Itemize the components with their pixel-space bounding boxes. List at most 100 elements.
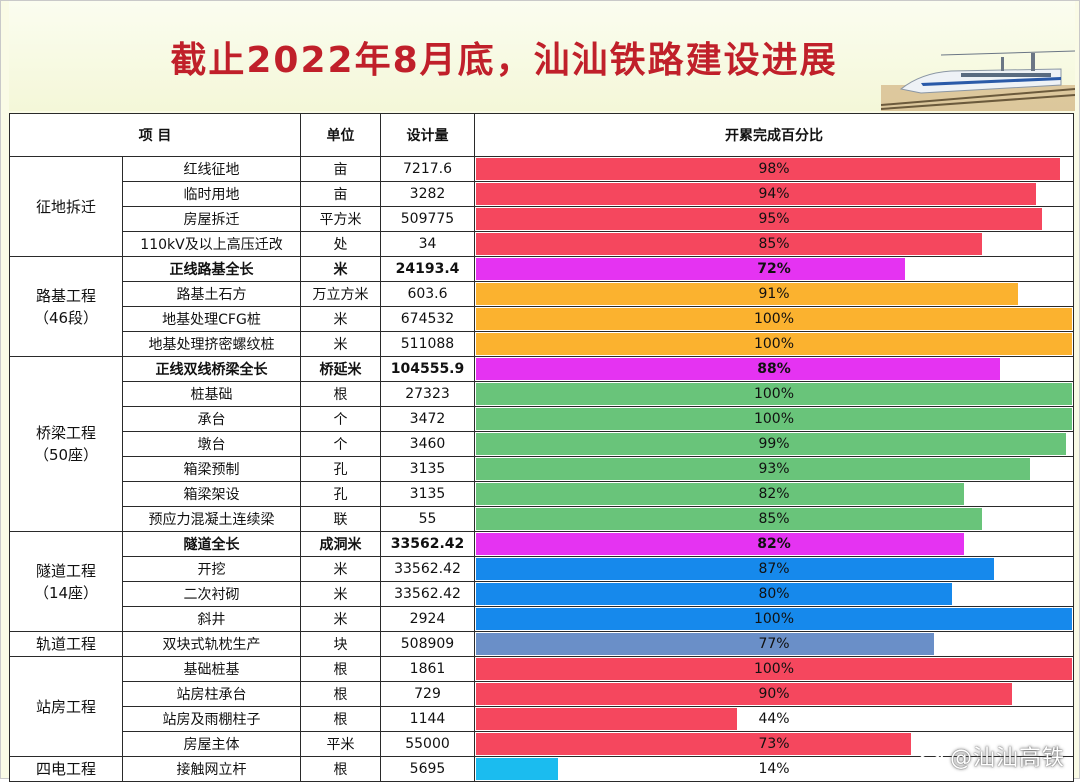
group-label: 隧道工程 （14座） xyxy=(9,531,123,632)
progress-bar xyxy=(476,458,1031,480)
item-cell: 接触网立杆 xyxy=(122,756,301,782)
percent-label: 93% xyxy=(758,460,790,477)
table-row: 房屋主体 平米 55000 73% xyxy=(10,731,1074,757)
unit-cell: 万立方米 xyxy=(300,281,381,307)
progress-bar xyxy=(476,483,965,505)
table-row: 地基处理挤密螺纹桩米 511088 100% xyxy=(10,331,1074,357)
train-illustration xyxy=(881,50,1075,111)
unit-cell: 联 xyxy=(300,506,381,532)
percent-label: 14% xyxy=(758,760,790,777)
design-cell: 7217.6 xyxy=(380,156,475,182)
unit-cell: 平米 xyxy=(300,731,381,757)
percent-label: 77% xyxy=(758,635,790,652)
percent-cell: 88% xyxy=(474,356,1074,382)
progress-bar xyxy=(476,758,558,780)
percent-label: 94% xyxy=(758,185,790,202)
percent-label: 87% xyxy=(758,560,790,577)
design-cell: 674532 xyxy=(380,306,475,332)
design-cell: 55000 xyxy=(380,731,475,757)
percent-cell: 100% xyxy=(474,306,1074,332)
group-label: 站房工程 xyxy=(9,656,123,757)
percent-cell: 93% xyxy=(474,456,1074,482)
percent-label: 95% xyxy=(758,210,790,227)
design-cell: 104555.9 xyxy=(380,356,475,382)
item-cell: 开挖 xyxy=(122,556,301,582)
table-header-row: 项 目 单位 设计量 开累完成百分比 xyxy=(9,113,1074,157)
table-row: 承台个 3472 100% xyxy=(10,406,1074,432)
design-cell: 24193.4 xyxy=(380,256,475,282)
progress-bar xyxy=(476,183,1037,205)
design-cell: 27323 xyxy=(380,381,475,407)
table-row: 墩台个 3460 99% xyxy=(10,431,1074,457)
design-cell: 511088 xyxy=(380,331,475,357)
item-cell: 二次衬砌 xyxy=(122,581,301,607)
unit-cell: 平方米 xyxy=(300,206,381,232)
item-cell: 站房及雨棚柱子 xyxy=(122,706,301,732)
progress-bar xyxy=(476,208,1043,230)
table-row: 桩基础根 27323 100% xyxy=(10,381,1074,407)
percent-cell: 94% xyxy=(474,181,1074,207)
design-cell: 3282 xyxy=(380,181,475,207)
percent-label: 44% xyxy=(758,710,790,727)
item-cell: 斜井 xyxy=(122,606,301,632)
item-cell: 正线路基全长 xyxy=(122,256,301,282)
item-cell: 预应力混凝土连续梁 xyxy=(122,506,301,532)
unit-cell: 根 xyxy=(300,381,381,407)
item-cell: 临时用地 xyxy=(122,181,301,207)
design-cell: 3135 xyxy=(380,481,475,507)
table-row: 站房及雨棚柱子根 1144 44% xyxy=(10,706,1074,732)
design-cell: 729 xyxy=(380,681,475,707)
table-row: 110kV及以上高压迁改处 34 85% xyxy=(10,231,1074,257)
percent-label: 73% xyxy=(758,735,790,752)
progress-bar xyxy=(476,158,1061,180)
design-cell: 508909 xyxy=(380,631,475,657)
table-row: 箱梁架设孔 3135 82% xyxy=(10,481,1074,507)
unit-cell: 桥延米 xyxy=(300,356,381,382)
percent-label: 80% xyxy=(758,585,790,602)
progress-bar xyxy=(476,258,905,280)
design-cell: 33562.42 xyxy=(380,581,475,607)
percent-cell: 100% xyxy=(474,406,1074,432)
item-cell: 桩基础 xyxy=(122,381,301,407)
table-row: 征地拆迁 红线征地亩 7217.6 98% xyxy=(9,156,1074,257)
design-cell: 34 xyxy=(380,231,475,257)
percent-cell: 95% xyxy=(474,206,1074,232)
percent-cell: 99% xyxy=(474,431,1074,457)
percent-cell: 80% xyxy=(474,581,1074,607)
percent-label: 90% xyxy=(758,685,790,702)
percent-label: 100% xyxy=(753,335,795,352)
item-cell: 站房柱承台 xyxy=(122,681,301,707)
group-label: 轨道工程 xyxy=(9,631,123,657)
header-percent: 开累完成百分比 xyxy=(474,113,1074,157)
percent-label: 85% xyxy=(758,235,790,252)
item-cell: 路基土石方 xyxy=(122,281,301,307)
percent-cell: 90% xyxy=(474,681,1074,707)
unit-cell: 米 xyxy=(300,256,381,282)
item-cell: 双块式轨枕生产 xyxy=(122,631,301,657)
item-cell: 地基处理CFG桩 xyxy=(122,306,301,332)
design-cell: 55 xyxy=(380,506,475,532)
percent-label: 82% xyxy=(757,535,791,552)
percent-cell: 87% xyxy=(474,556,1074,582)
percent-cell: 98% xyxy=(474,156,1074,182)
design-cell: 509775 xyxy=(380,206,475,232)
design-cell: 1861 xyxy=(380,656,475,682)
design-cell: 33562.42 xyxy=(380,531,475,557)
design-cell: 3135 xyxy=(380,456,475,482)
percent-cell: 72% xyxy=(474,256,1074,282)
progress-bar xyxy=(476,733,911,755)
unit-cell: 米 xyxy=(300,331,381,357)
progress-bar xyxy=(476,233,983,255)
item-cell: 箱梁预制 xyxy=(122,456,301,482)
weibo-watermark: @汕汕高铁 xyxy=(918,740,1065,772)
percent-label: 72% xyxy=(757,260,791,277)
weibo-icon xyxy=(918,750,943,769)
page-title: 截止2022年8月底，汕汕铁路建设进展 xyxy=(170,40,838,81)
progress-bar xyxy=(476,633,935,655)
percent-cell: 85% xyxy=(474,506,1074,532)
unit-cell: 米 xyxy=(300,306,381,332)
progress-bar xyxy=(476,283,1019,305)
item-cell: 房屋主体 xyxy=(122,731,301,757)
unit-cell: 根 xyxy=(300,681,381,707)
